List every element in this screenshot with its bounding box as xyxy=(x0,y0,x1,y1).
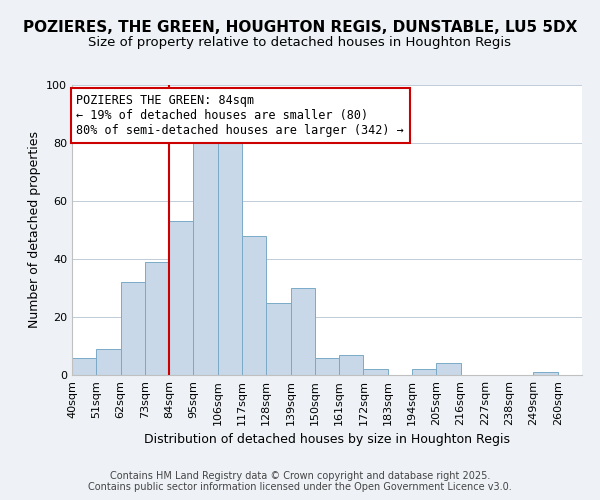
Bar xyxy=(533,372,558,375)
Text: POZIERES, THE GREEN, HOUGHTON REGIS, DUNSTABLE, LU5 5DX: POZIERES, THE GREEN, HOUGHTON REGIS, DUN… xyxy=(23,20,577,35)
Bar xyxy=(145,262,169,375)
Text: Contains HM Land Registry data © Crown copyright and database right 2025.: Contains HM Land Registry data © Crown c… xyxy=(110,471,490,481)
Text: Contains public sector information licensed under the Open Government Licence v3: Contains public sector information licen… xyxy=(88,482,512,492)
Bar xyxy=(290,288,315,375)
Bar xyxy=(193,132,218,375)
Bar xyxy=(169,222,193,375)
Bar xyxy=(96,349,121,375)
Y-axis label: Number of detached properties: Number of detached properties xyxy=(28,132,41,328)
Text: POZIERES THE GREEN: 84sqm
← 19% of detached houses are smaller (80)
80% of semi-: POZIERES THE GREEN: 84sqm ← 19% of detac… xyxy=(76,94,404,136)
Text: Size of property relative to detached houses in Houghton Regis: Size of property relative to detached ho… xyxy=(89,36,511,49)
Bar xyxy=(121,282,145,375)
Bar xyxy=(266,302,290,375)
Bar xyxy=(412,369,436,375)
Bar xyxy=(315,358,339,375)
Bar xyxy=(242,236,266,375)
Bar xyxy=(364,369,388,375)
Bar xyxy=(339,354,364,375)
Bar xyxy=(436,364,461,375)
Bar xyxy=(72,358,96,375)
Bar xyxy=(218,143,242,375)
X-axis label: Distribution of detached houses by size in Houghton Regis: Distribution of detached houses by size … xyxy=(144,434,510,446)
